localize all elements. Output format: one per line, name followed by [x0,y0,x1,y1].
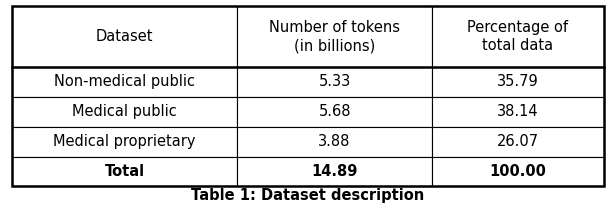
Text: 35.79: 35.79 [497,74,539,89]
Bar [12,127,237,157]
Bar [237,97,432,127]
Bar [432,157,604,186]
Bar [237,6,432,67]
Bar [12,6,237,67]
Text: Table 1: Dataset description: Table 1: Dataset description [192,188,424,203]
Bar [12,157,237,186]
Bar [432,97,604,127]
Text: Number of tokens
(in billions): Number of tokens (in billions) [269,20,400,53]
Bar [12,6,604,186]
Bar [12,67,237,97]
Text: 5.68: 5.68 [318,104,351,119]
Bar [432,6,604,67]
Text: 3.88: 3.88 [318,134,351,149]
Text: 5.33: 5.33 [318,74,351,89]
Text: Medical proprietary: Medical proprietary [54,134,196,149]
Text: 14.89: 14.89 [312,164,358,179]
Text: 100.00: 100.00 [490,164,546,179]
Bar [237,157,432,186]
Text: Non-medical public: Non-medical public [54,74,195,89]
Text: Medical public: Medical public [72,104,177,119]
Text: Dataset: Dataset [96,29,153,44]
Bar [237,67,432,97]
Text: 38.14: 38.14 [497,104,539,119]
Text: Total: Total [105,164,145,179]
Bar [12,97,237,127]
Bar [432,67,604,97]
Bar [237,127,432,157]
Text: 26.07: 26.07 [497,134,539,149]
Bar [432,127,604,157]
Text: Percentage of
total data: Percentage of total data [468,20,569,53]
